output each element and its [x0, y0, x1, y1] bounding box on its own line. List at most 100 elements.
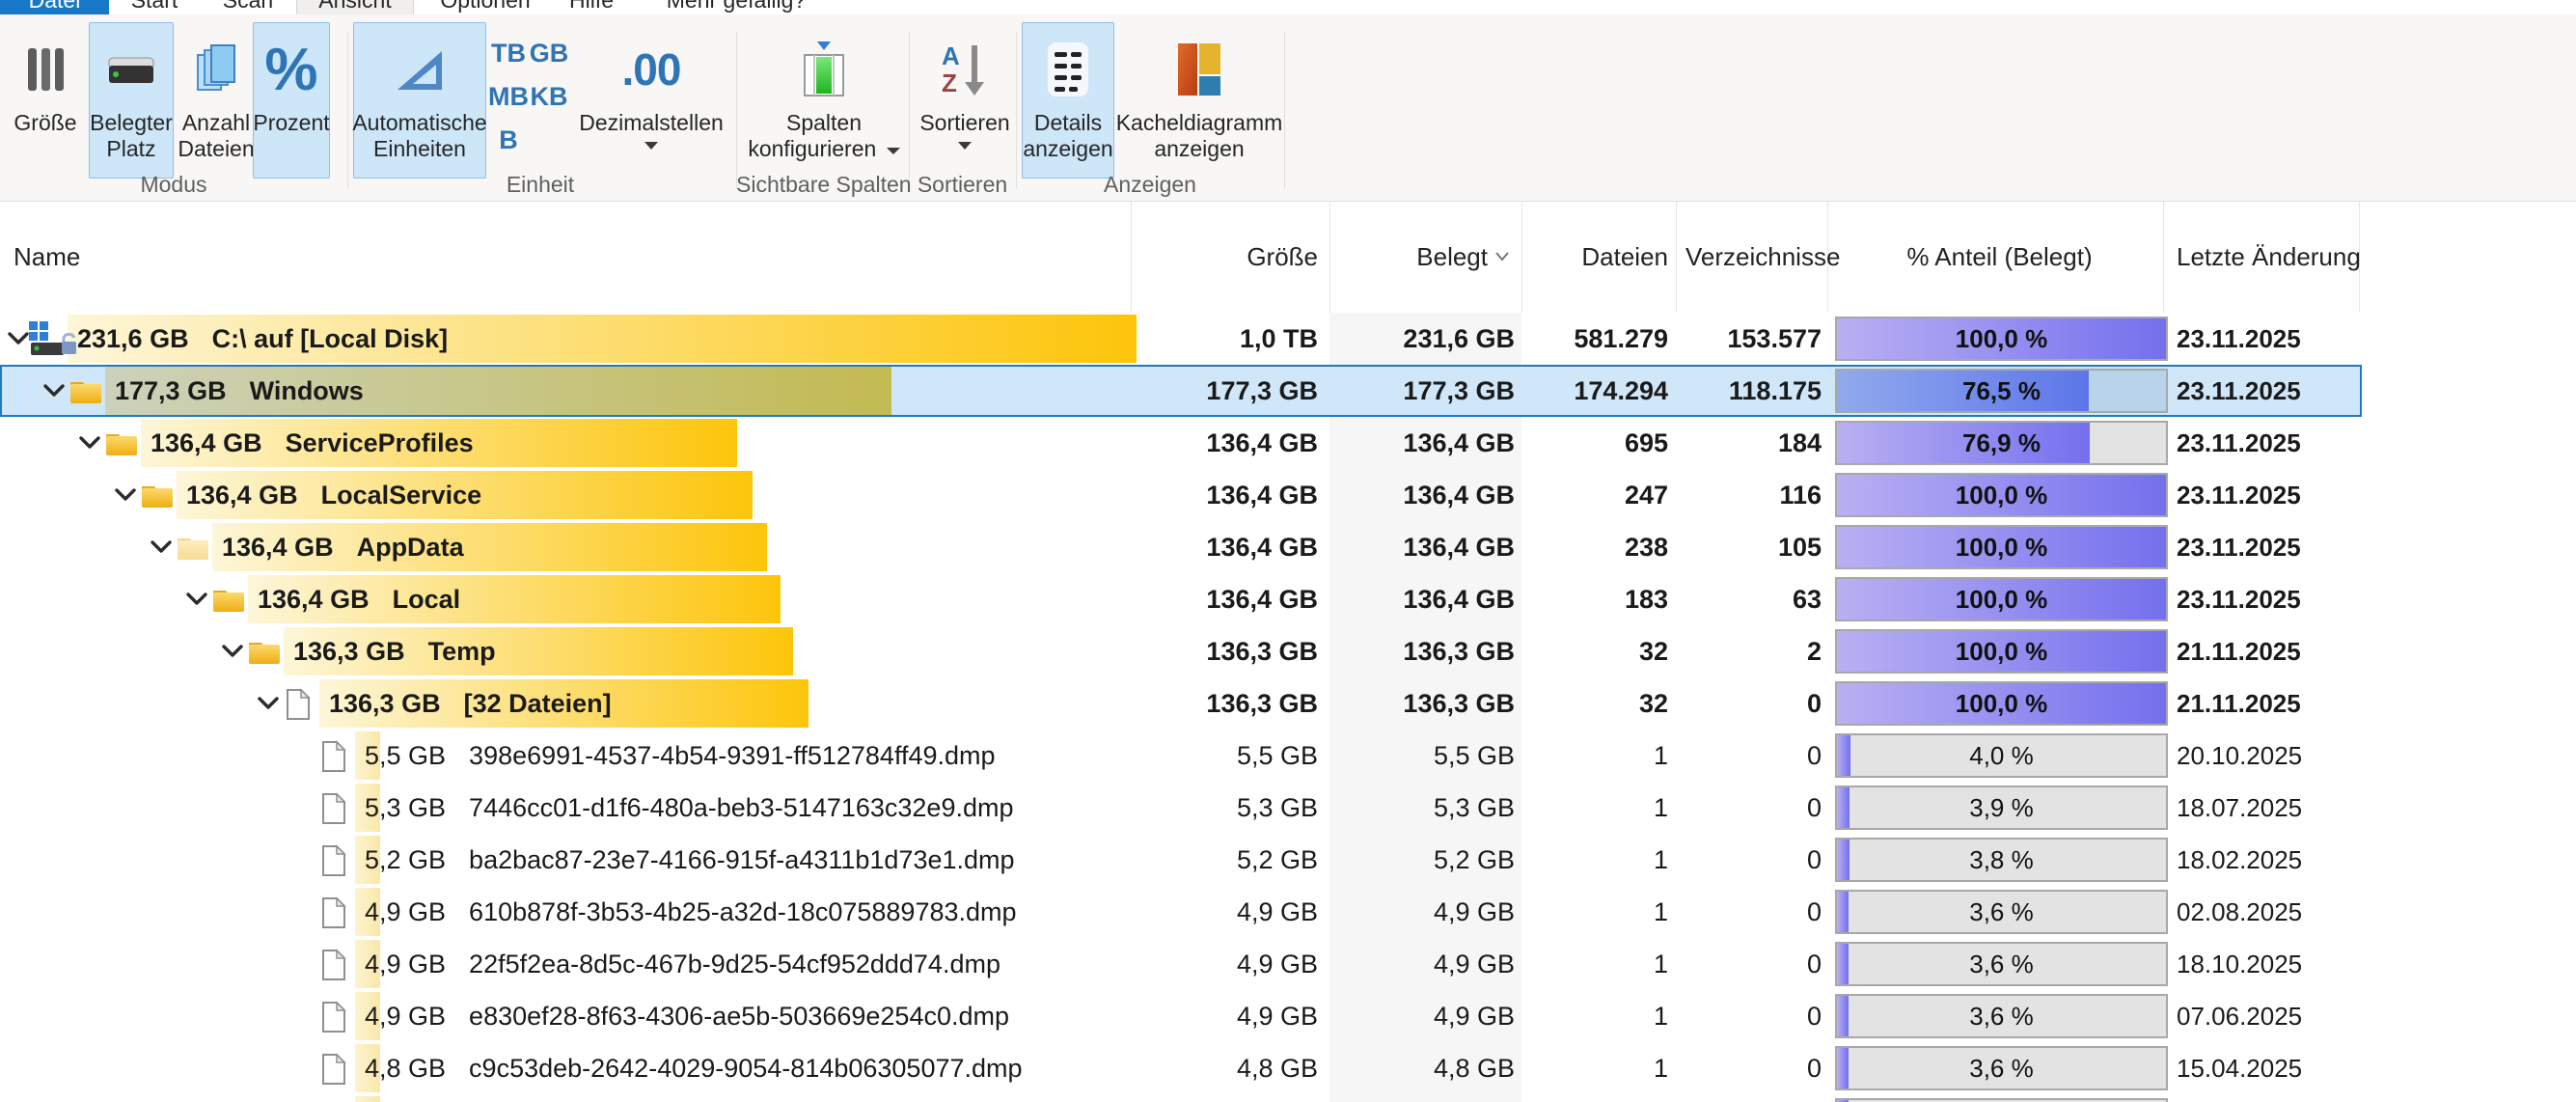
group-label-sortieren: Sortieren [917, 172, 1008, 197]
cell-verzeichnisse: 184 [1777, 428, 1822, 457]
table-row[interactable]: 5,5 GB 398e6991-4537-4b54-9391-ff512784ff… [0, 730, 2576, 782]
folder-icon [211, 584, 246, 619]
cell-letzte-aenderung [2177, 1094, 2389, 1102]
tab-optionen[interactable]: Optionen [440, 0, 531, 13]
cell-belegt: 5,5 GB [1433, 741, 1515, 770]
cell-dateien: 581.279 [1574, 324, 1668, 353]
percent-bar: 76,5 % [1835, 369, 2168, 413]
table-row[interactable]: 5,2 GB ba2bac87-23e7-4166-915f-a4311b1d73… [0, 834, 2576, 886]
expand-chevron-icon[interactable] [186, 592, 207, 606]
table-row[interactable]: 4,9 GB 22f5f2ea-8d5c-467b-9d25-54cf952ddd… [0, 938, 2576, 990]
group-separator [736, 32, 737, 189]
expand-chevron-icon[interactable] [151, 540, 172, 554]
item-label: 177,3 GB Windows [115, 376, 364, 405]
expand-chevron-icon[interactable] [43, 384, 65, 398]
file-icon [320, 896, 347, 934]
percent-bar [1835, 1098, 2168, 1102]
percent-bar-fill [1837, 423, 2091, 463]
percent-icon: % [264, 36, 318, 103]
tab-datei[interactable]: Datei [0, 0, 109, 14]
dropdown-arrow-icon [958, 142, 972, 150]
treemap-tiles-icon [1175, 29, 1223, 110]
cell-belegt: 5,2 GB [1433, 845, 1515, 874]
cell-belegt: 5,3 GB [1433, 793, 1515, 822]
file-count-mode-button[interactable]: Anzahl Dateien [178, 22, 255, 179]
sort-az-icon: A Z [938, 29, 992, 110]
tab-scan[interactable]: Scan [222, 0, 274, 13]
percent-bar: 3,6 % [1835, 890, 2168, 934]
percent-bar: 3,9 % [1835, 785, 2168, 830]
table-row[interactable]: 5,3 GB 7446cc01-d1f6-480a-beb3-5147163c32… [0, 782, 2576, 834]
cell-verzeichnisse: 0 [1806, 1002, 1822, 1031]
expand-chevron-icon[interactable] [222, 645, 243, 658]
cell-dateien: 32 [1638, 637, 1668, 666]
file-icon [320, 949, 347, 986]
configure-columns-button[interactable]: Spalten konfigurieren [745, 22, 903, 179]
cell-belegt: 231,6 GB [1403, 324, 1515, 353]
decimal-places-button[interactable]: .00 Dezimalstellen [579, 22, 724, 179]
size-gradient-bar [141, 419, 737, 467]
cell-groesse [1140, 1094, 1318, 1102]
table-row[interactable]: 4,9 GB e830ef28-8f63-4306-ae5b-503669e254… [0, 990, 2576, 1042]
unit-kb-button[interactable]: KB [530, 82, 568, 111]
cell-verzeichnisse: 116 [1779, 481, 1822, 510]
cell-groesse: 136,4 GB [1206, 428, 1318, 457]
cell-dateien: 247 [1624, 481, 1668, 510]
table-row[interactable]: 177,3 GB Windows 177,3 GB 177,3 GB 174.29… [0, 365, 2576, 417]
tab-hilfe[interactable]: Hilfe [568, 0, 614, 13]
table-row[interactable]: 136,3 GB [32 Dateien] 136,3 GB 136,3 GB 3… [0, 677, 2576, 730]
expand-chevron-icon[interactable] [258, 697, 279, 710]
show-details-button[interactable]: Details anzeigen [1022, 22, 1114, 179]
tab-ansicht[interactable]: Ansicht [296, 0, 414, 14]
unit-b-button[interactable]: B [499, 125, 518, 154]
item-label: 4,9 GB 22f5f2ea-8d5c-467b-9d25-54cf952ddd… [365, 950, 1000, 978]
unit-mb-button[interactable]: MB [488, 82, 529, 111]
percent-bar-fill [1837, 371, 2089, 411]
file-icon [320, 1001, 347, 1038]
size-gradient-bar [355, 1096, 380, 1102]
percent-label: 100,0 % [1955, 481, 2048, 510]
table-row[interactable]: 4,9 GB 610b878f-3b53-4b25-a32d-18c0758897… [0, 886, 2576, 938]
percent-bar: 100,0 % [1835, 577, 2168, 621]
show-treemap-button[interactable]: Kacheldiagramm anzeigen [1116, 22, 1282, 179]
column-header-groesse[interactable]: Größe [1247, 242, 1318, 271]
cell-dateien: 1 [1653, 897, 1668, 926]
table-row[interactable]: 231,6 GB C:\ auf [Local Disk] 1,0 TB 231,… [0, 313, 2576, 365]
percent-mode-button[interactable]: % Prozent [253, 22, 330, 179]
percent-label: 3,8 % [1969, 845, 2034, 874]
table-row[interactable]: 4,8 GB c9c53deb-2642-4029-9054-814b063050… [0, 1042, 2576, 1094]
column-header-belegt[interactable]: Belegt [1416, 242, 1488, 271]
column-header-dateien[interactable]: Dateien [1581, 242, 1668, 271]
sort-button[interactable]: A Z Sortieren [915, 22, 1015, 179]
columns-config-icon [798, 29, 850, 110]
unit-tb-button[interactable]: TB [491, 39, 526, 68]
column-header-anteil[interactable]: % Anteil (Belegt) [1906, 242, 2093, 271]
table-row[interactable]: 136,4 GB LocalService 136,4 GB 136,4 GB 2… [0, 469, 2576, 521]
table-row[interactable] [0, 1094, 2576, 1102]
unit-gb-button[interactable]: GB [529, 39, 569, 68]
table-row[interactable]: 136,4 GB AppData 136,4 GB 136,4 GB 238 10… [0, 521, 2576, 573]
percent-bar: 100,0 % [1835, 629, 2168, 674]
size-gradient-bar [177, 471, 753, 519]
cell-verzeichnisse: 0 [1806, 845, 1822, 874]
automatic-units-button[interactable]: Automatische Einheiten [352, 22, 487, 179]
table-row[interactable]: 136,3 GB Temp 136,3 GB 136,3 GB 32 2 100,… [0, 625, 2576, 677]
table-row[interactable]: 136,4 GB ServiceProfiles 136,4 GB 136,4 G… [0, 417, 2576, 469]
table-row[interactable]: 136,4 GB Local 136,4 GB 136,4 GB 183 63 1… [0, 573, 2576, 625]
expand-chevron-icon[interactable] [115, 488, 136, 502]
tab-start[interactable]: Start [130, 0, 178, 13]
group-separator [1016, 32, 1017, 189]
percent-bar-fill [1837, 735, 1850, 776]
allocated-space-mode-button[interactable]: Belegter Platz [89, 22, 174, 179]
column-header-verzeichnisse[interactable]: Verzeichnisse [1685, 242, 1841, 271]
cell-belegt: 136,4 GB [1403, 428, 1515, 457]
expand-chevron-icon[interactable] [8, 332, 29, 345]
column-header-letzte-aenderung[interactable]: Letzte Änderung [2177, 242, 2361, 271]
group-separator [1284, 32, 1285, 189]
expand-chevron-icon[interactable] [79, 436, 100, 450]
column-header-name[interactable]: Name [14, 242, 81, 271]
tab-mehr-gefaellig[interactable]: Mehr gefällig? [666, 0, 807, 13]
size-mode-button[interactable]: Größe [10, 22, 81, 179]
item-label: 136,4 GB Local [258, 585, 461, 614]
size-gradient-bar [355, 731, 380, 780]
